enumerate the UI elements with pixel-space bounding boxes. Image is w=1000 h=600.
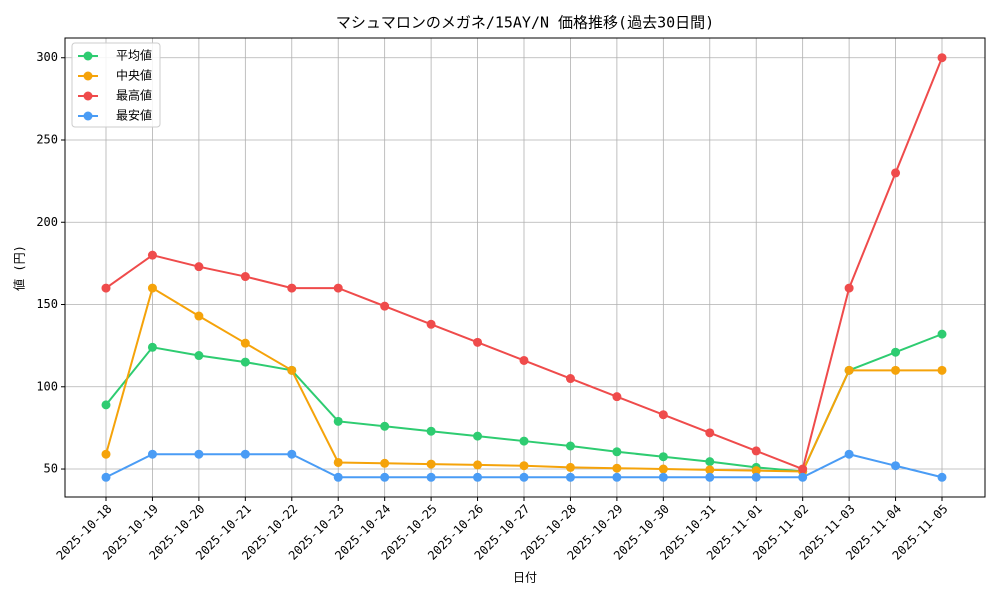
data-point (612, 392, 622, 402)
data-point (565, 472, 575, 482)
data-point (612, 472, 622, 482)
data-point (380, 421, 390, 431)
y-tick-label: 50 (44, 462, 58, 476)
data-point (101, 283, 111, 293)
data-point (891, 168, 901, 178)
data-point (240, 272, 250, 282)
data-point (705, 472, 715, 482)
data-point (519, 436, 529, 446)
data-point (565, 374, 575, 384)
data-point (147, 449, 157, 459)
y-tick-label: 150 (36, 297, 58, 311)
data-point (194, 262, 204, 272)
data-point (798, 464, 808, 474)
data-point (101, 449, 111, 459)
data-point (147, 342, 157, 352)
y-tick-label: 300 (36, 50, 58, 64)
data-point (658, 472, 668, 482)
data-point (287, 283, 297, 293)
data-point (380, 472, 390, 482)
data-point (658, 464, 668, 474)
data-point (565, 462, 575, 472)
legend-label: 最安値 (116, 108, 152, 123)
legend-marker (83, 71, 93, 81)
data-point (101, 400, 111, 410)
data-point (891, 365, 901, 375)
data-point (565, 441, 575, 451)
data-point (473, 337, 483, 347)
data-point (101, 472, 111, 482)
data-point (519, 355, 529, 365)
data-point (473, 460, 483, 470)
data-point (333, 472, 343, 482)
legend-label: 最高値 (116, 88, 152, 103)
data-point (751, 466, 761, 476)
data-point (426, 472, 436, 482)
data-point (194, 311, 204, 321)
data-point (751, 446, 761, 456)
data-point (891, 347, 901, 357)
data-point (287, 449, 297, 459)
data-point (705, 457, 715, 467)
data-point (473, 431, 483, 441)
data-point (937, 472, 947, 482)
data-point (240, 357, 250, 367)
data-point (426, 319, 436, 329)
y-axis-label: 値 (円) (12, 245, 27, 291)
data-point (240, 449, 250, 459)
data-point (937, 53, 947, 63)
data-point (519, 461, 529, 471)
data-point (844, 449, 854, 459)
data-point (194, 351, 204, 361)
data-point (798, 472, 808, 482)
data-point (891, 461, 901, 471)
legend-marker (83, 111, 93, 121)
data-point (380, 301, 390, 311)
data-point (751, 472, 761, 482)
data-point (705, 428, 715, 438)
legend-marker (83, 91, 93, 101)
data-point (937, 365, 947, 375)
data-point (658, 410, 668, 420)
plot-frame (64, 37, 986, 498)
data-point (844, 365, 854, 375)
data-point (844, 283, 854, 293)
data-point (473, 472, 483, 482)
data-point (333, 457, 343, 467)
legend-box (71, 42, 161, 128)
data-point (519, 472, 529, 482)
data-point (380, 458, 390, 468)
data-point (333, 416, 343, 426)
data-point (240, 338, 250, 348)
data-point (426, 426, 436, 436)
data-point (147, 250, 157, 260)
y-tick-label: 200 (36, 215, 58, 229)
data-point (612, 463, 622, 473)
data-point (705, 465, 715, 475)
chart-title: マシュマロンのメガネ/15AY/N 価格推移(過去30日間) (336, 14, 714, 32)
data-point (937, 329, 947, 339)
data-point (426, 459, 436, 469)
legend-label: 中央値 (116, 68, 152, 83)
data-point (287, 365, 297, 375)
y-tick-label: 250 (36, 133, 58, 147)
data-point (612, 447, 622, 457)
x-axis-label: 日付 (513, 571, 537, 585)
legend-marker (83, 51, 93, 61)
y-tick-label: 100 (36, 379, 58, 393)
data-point (333, 283, 343, 293)
data-point (658, 452, 668, 462)
data-point (194, 449, 204, 459)
legend-label: 平均値 (116, 48, 152, 63)
data-point (147, 283, 157, 293)
